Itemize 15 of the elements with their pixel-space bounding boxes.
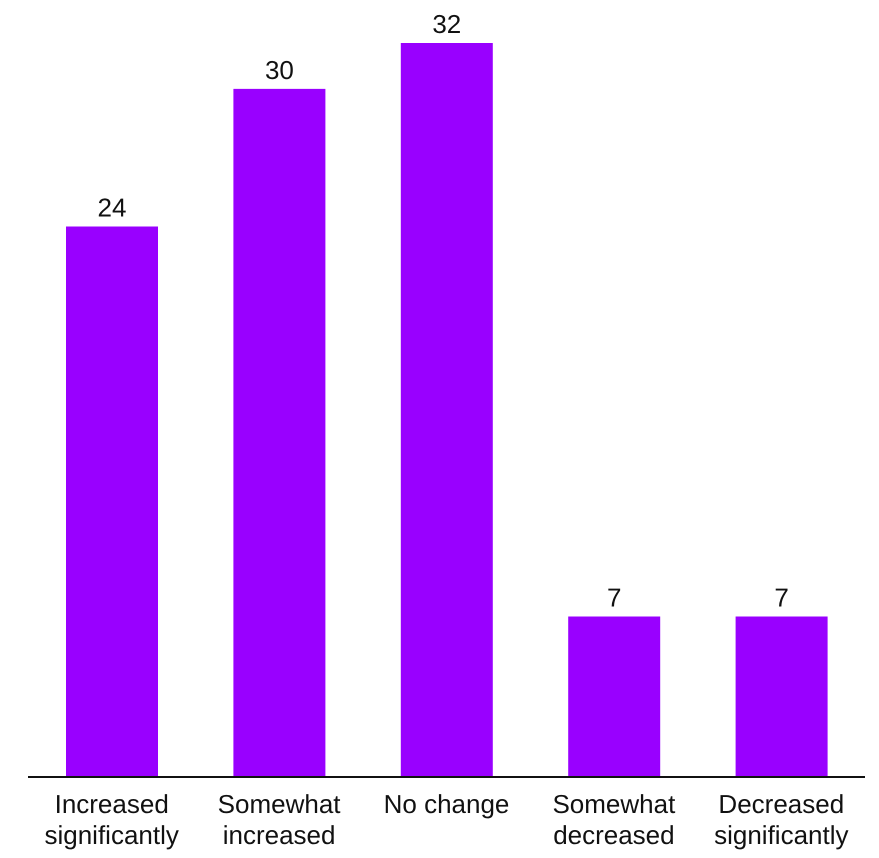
- x-tick-label: Somewhat increased: [218, 789, 342, 850]
- bar: [400, 43, 493, 777]
- data-label: 30: [264, 54, 294, 85]
- x-tick-label: No change: [384, 789, 510, 819]
- data-label: 24: [98, 192, 126, 222]
- bar: [568, 616, 660, 777]
- bar: [233, 88, 326, 777]
- data-label: 7: [606, 582, 622, 612]
- x-tick-label: Decreased significantly: [714, 789, 849, 850]
- x-tick-label: Somewhat decreased: [552, 789, 676, 850]
- x-tick-label: Increased significantly: [44, 789, 179, 850]
- data-label: 7: [774, 582, 789, 612]
- bar: [66, 226, 158, 777]
- data-label: 32: [432, 9, 462, 39]
- bar: [736, 616, 828, 777]
